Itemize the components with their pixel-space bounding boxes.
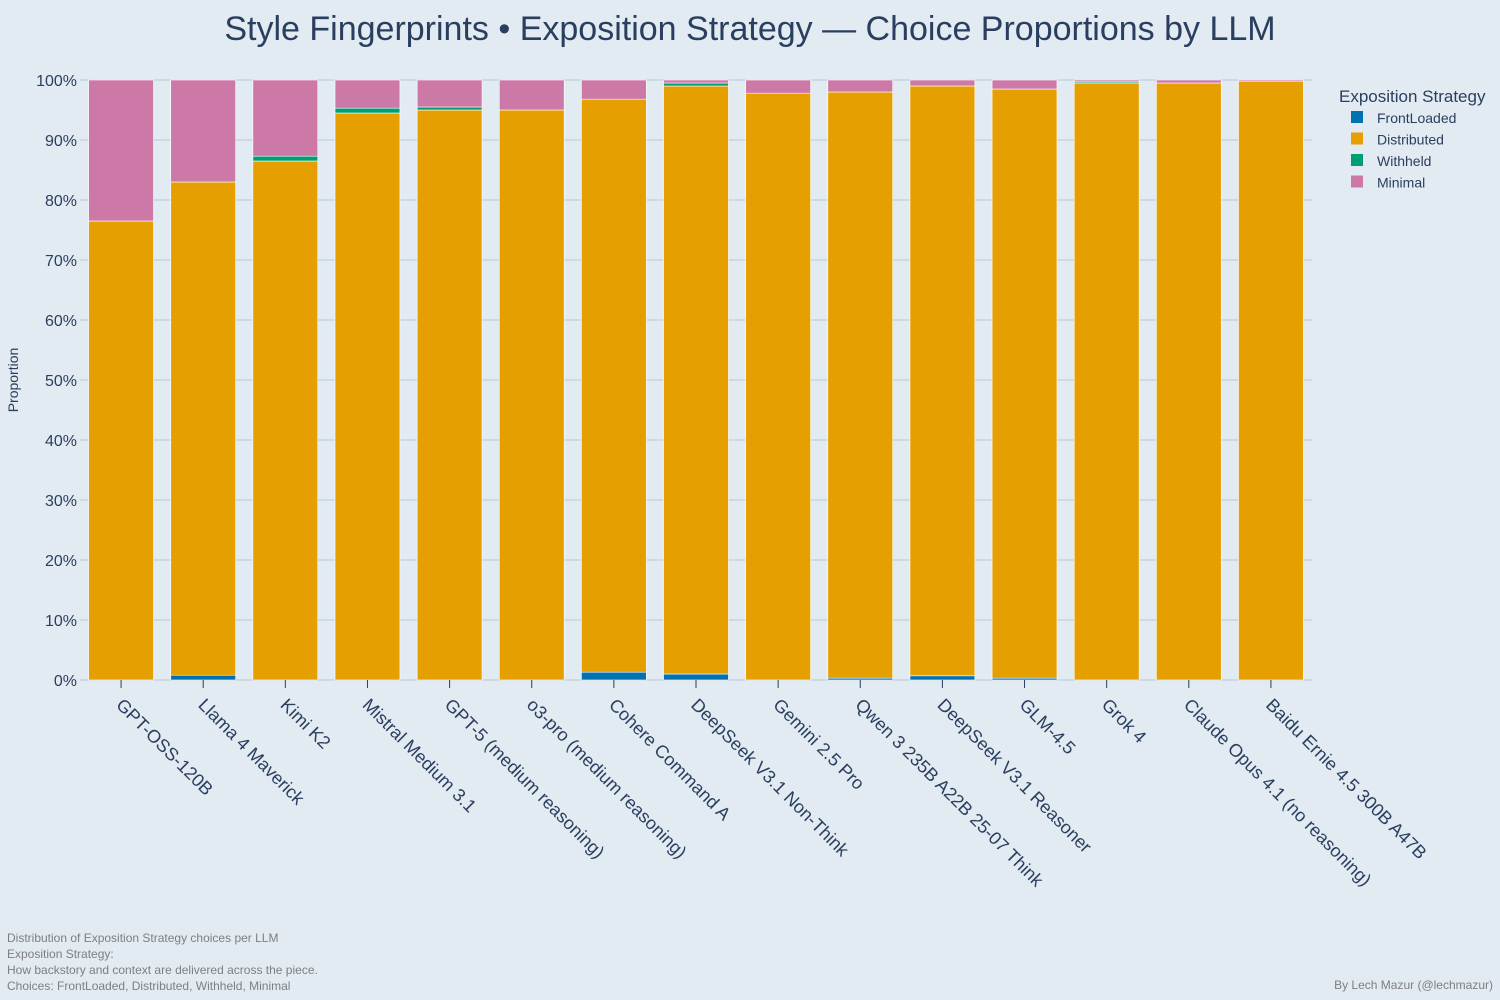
bar-segment-frontloaded[interactable] bbox=[170, 674, 236, 681]
x-tick-label: Kimi K2 bbox=[277, 695, 335, 753]
bar-stack bbox=[1238, 79, 1304, 681]
bar-stack bbox=[416, 79, 483, 681]
y-tick-label: 40% bbox=[45, 433, 77, 450]
bars bbox=[88, 79, 1304, 681]
footnote-line: Distribution of Exposition Strategy choi… bbox=[7, 931, 279, 945]
legend[interactable]: Exposition Strategy FrontLoaded Distribut… bbox=[1339, 87, 1486, 191]
bar-segment-minimal[interactable] bbox=[1156, 79, 1222, 84]
bar-segment-frontloaded[interactable] bbox=[909, 675, 976, 681]
legend-title: Exposition Strategy bbox=[1339, 87, 1486, 106]
bar-segment-distributed[interactable] bbox=[88, 220, 154, 681]
y-tick-label: 60% bbox=[45, 313, 77, 330]
bar-segment-minimal[interactable] bbox=[745, 79, 811, 94]
bar-stack bbox=[827, 79, 894, 681]
bar-segment-distributed[interactable] bbox=[909, 85, 976, 677]
footnote-line: How backstory and context are delivered … bbox=[7, 963, 318, 977]
y-tick-label: 70% bbox=[45, 253, 77, 270]
bar-segment-distributed[interactable] bbox=[745, 92, 811, 681]
bar-segment-withheld[interactable] bbox=[334, 107, 401, 114]
y-tick-label: 100% bbox=[36, 73, 77, 90]
bar-segment-frontloaded[interactable] bbox=[581, 671, 647, 681]
bar-segment-withheld[interactable] bbox=[252, 155, 319, 162]
bar-segment-minimal[interactable] bbox=[498, 79, 565, 111]
bar-segment-minimal[interactable] bbox=[991, 79, 1058, 90]
x-tick-label: DeepSeek V3.1 Reasoner bbox=[934, 695, 1096, 857]
legend-swatch bbox=[1351, 175, 1363, 188]
y-axis: 0% 10% 20% 30% 40% 50% 60% 70% 80% 90% 100% bbox=[36, 73, 77, 690]
y-tick-label: 20% bbox=[45, 553, 77, 570]
bar-segment-minimal[interactable] bbox=[1073, 79, 1140, 83]
bar-segment-distributed[interactable] bbox=[581, 98, 647, 673]
bar-stack bbox=[334, 79, 401, 681]
bar-stack bbox=[252, 79, 319, 681]
legend-item-minimal[interactable]: Minimal bbox=[1351, 175, 1425, 191]
y-tick-label: 30% bbox=[45, 493, 77, 510]
bar-segment-minimal[interactable] bbox=[909, 79, 976, 87]
bar-segment-distributed[interactable] bbox=[827, 91, 894, 679]
bar-stack bbox=[991, 79, 1058, 681]
bar-segment-minimal[interactable] bbox=[581, 79, 647, 100]
bar-segment-minimal[interactable] bbox=[416, 79, 483, 108]
bar-segment-minimal[interactable] bbox=[170, 79, 236, 183]
bar-segment-minimal[interactable] bbox=[1238, 79, 1304, 82]
legend-swatch bbox=[1351, 111, 1363, 123]
bar-stack bbox=[581, 79, 647, 681]
footnote-line: Exposition Strategy: bbox=[7, 947, 114, 961]
bar-stack bbox=[909, 79, 976, 681]
bar-stack bbox=[498, 79, 565, 681]
x-tick-label: o3-pro (medium reasoning) bbox=[523, 695, 691, 863]
bar-stack bbox=[170, 79, 236, 681]
bar-stack bbox=[1156, 79, 1222, 681]
bar-segment-distributed[interactable] bbox=[1156, 82, 1222, 681]
bar-segment-distributed[interactable] bbox=[416, 109, 483, 681]
footnote: Distribution of Exposition Strategy choi… bbox=[7, 930, 318, 994]
chart-title: Style Fingerprints • Exposition Strategy… bbox=[224, 10, 1275, 48]
bar-stack bbox=[88, 79, 154, 681]
x-tick-label: DeepSeek V3.1 Non-Think bbox=[687, 695, 853, 861]
x-tick-label: GPT-5 (medium reasoning) bbox=[441, 695, 609, 863]
y-tick-label: 10% bbox=[45, 613, 77, 630]
legend-item-distributed[interactable]: Distributed bbox=[1351, 132, 1444, 148]
legend-label: FrontLoaded bbox=[1377, 110, 1456, 126]
y-tick-label: 0% bbox=[54, 673, 77, 690]
bar-segment-minimal[interactable] bbox=[252, 79, 319, 157]
bar-stack bbox=[1073, 79, 1140, 681]
bar-segment-distributed[interactable] bbox=[252, 160, 319, 681]
x-tick-label: Baidu Ernie 4.5 300B A47B bbox=[1262, 695, 1430, 863]
bar-segment-distributed[interactable] bbox=[991, 88, 1058, 679]
bar-segment-minimal[interactable] bbox=[663, 79, 729, 84]
bar-segment-minimal[interactable] bbox=[88, 79, 154, 222]
bar-segment-minimal[interactable] bbox=[334, 79, 401, 109]
bar-segment-withheld[interactable] bbox=[416, 106, 483, 111]
y-tick-label: 50% bbox=[45, 373, 77, 390]
y-tick-label: 90% bbox=[45, 133, 77, 150]
footnote-line: Choices: FrontLoaded, Distributed, Withh… bbox=[7, 979, 291, 993]
legend-item-withheld[interactable]: Withheld bbox=[1351, 153, 1431, 169]
bar-stack bbox=[663, 79, 729, 681]
y-tick-label: 80% bbox=[45, 193, 77, 210]
credit: By Lech Mazur (@lechmazur) bbox=[1334, 978, 1493, 992]
legend-label: Withheld bbox=[1377, 153, 1431, 169]
bar-segment-distributed[interactable] bbox=[334, 112, 401, 681]
y-axis-title: Proportion bbox=[5, 348, 21, 413]
x-tick-label: GLM-4.5 bbox=[1016, 695, 1080, 759]
legend-label: Distributed bbox=[1377, 132, 1444, 148]
legend-label: Minimal bbox=[1377, 175, 1425, 191]
bar-segment-distributed[interactable] bbox=[498, 109, 565, 681]
bar-segment-distributed[interactable] bbox=[170, 181, 236, 676]
legend-swatch bbox=[1351, 132, 1363, 145]
bar-segment-distributed[interactable] bbox=[1238, 80, 1304, 681]
bar-segment-distributed[interactable] bbox=[1073, 82, 1140, 681]
bar-stack bbox=[745, 79, 811, 681]
legend-item-frontloaded[interactable]: FrontLoaded bbox=[1351, 110, 1456, 126]
bar-segment-minimal[interactable] bbox=[827, 79, 894, 93]
bar-segment-distributed[interactable] bbox=[663, 85, 729, 675]
bar-segment-frontloaded[interactable] bbox=[663, 673, 729, 681]
legend-swatch bbox=[1351, 154, 1363, 166]
bar-segment-withheld[interactable] bbox=[663, 82, 729, 87]
x-tick-label: Grok 4 bbox=[1098, 695, 1150, 747]
